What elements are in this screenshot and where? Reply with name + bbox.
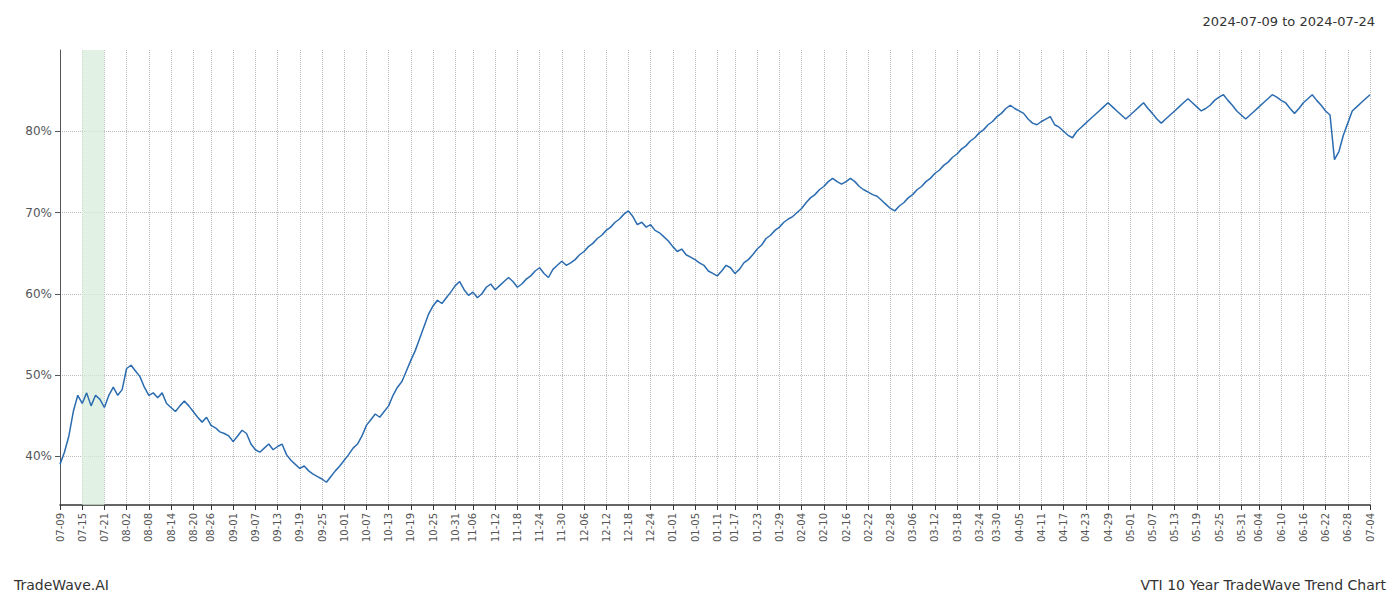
svg-text:05-19: 05-19 (1191, 513, 1202, 542)
svg-text:04-23: 04-23 (1080, 513, 1091, 542)
svg-text:10-25: 10-25 (428, 513, 439, 542)
svg-text:07-21: 07-21 (99, 513, 110, 542)
svg-text:03-24: 03-24 (974, 513, 985, 542)
svg-text:09-01: 09-01 (228, 513, 239, 542)
svg-text:06-28: 06-28 (1342, 513, 1353, 542)
svg-text:10-07: 10-07 (361, 513, 372, 542)
svg-text:03-18: 03-18 (952, 513, 963, 542)
svg-text:02-04: 02-04 (796, 513, 807, 542)
svg-text:04-29: 04-29 (1103, 513, 1114, 542)
svg-text:08-02: 08-02 (121, 513, 132, 542)
svg-text:04-17: 04-17 (1058, 513, 1069, 542)
svg-text:07-09: 07-09 (55, 513, 66, 542)
svg-text:07-04: 07-04 (1365, 513, 1376, 542)
svg-text:06-16: 06-16 (1298, 513, 1309, 542)
svg-text:03-30: 03-30 (991, 513, 1002, 542)
svg-text:02-22: 02-22 (863, 513, 874, 542)
svg-text:11-18: 11-18 (512, 513, 523, 542)
svg-text:01-23: 01-23 (752, 513, 763, 542)
svg-text:11-06: 11-06 (467, 513, 478, 542)
svg-text:60%: 60% (25, 287, 52, 301)
svg-text:05-31: 05-31 (1236, 513, 1247, 542)
svg-text:06-10: 06-10 (1276, 513, 1287, 542)
svg-text:06-22: 06-22 (1320, 513, 1331, 542)
svg-text:TradeWave.AI: TradeWave.AI (13, 577, 109, 593)
svg-text:01-11: 01-11 (712, 513, 723, 542)
svg-text:07-15: 07-15 (77, 513, 88, 542)
svg-text:70%: 70% (25, 206, 52, 220)
svg-text:40%: 40% (25, 449, 52, 463)
svg-text:05-07: 05-07 (1147, 513, 1158, 542)
svg-text:10-31: 10-31 (450, 513, 461, 542)
svg-text:VTI 10 Year TradeWave Trend Ch: VTI 10 Year TradeWave Trend Chart (1140, 577, 1386, 593)
svg-text:03-06: 03-06 (907, 513, 918, 542)
svg-text:03-12: 03-12 (929, 513, 940, 542)
svg-text:01-01: 01-01 (667, 513, 678, 542)
svg-text:02-28: 02-28 (885, 513, 896, 542)
svg-text:11-24: 11-24 (534, 513, 545, 542)
svg-text:12-06: 12-06 (579, 513, 590, 542)
svg-text:08-20: 08-20 (188, 513, 199, 542)
svg-text:10-01: 10-01 (339, 513, 350, 542)
svg-text:04-11: 04-11 (1036, 513, 1047, 542)
svg-text:12-18: 12-18 (623, 513, 634, 542)
svg-text:05-25: 05-25 (1214, 513, 1225, 542)
svg-text:01-05: 01-05 (690, 513, 701, 542)
svg-text:2024-07-09 to 2024-07-24: 2024-07-09 to 2024-07-24 (1203, 14, 1375, 29)
svg-text:02-16: 02-16 (841, 513, 852, 542)
svg-text:11-12: 11-12 (490, 513, 501, 542)
svg-text:02-10: 02-10 (818, 513, 829, 542)
svg-text:10-13: 10-13 (383, 513, 394, 542)
svg-text:09-07: 09-07 (250, 513, 261, 542)
svg-text:12-12: 12-12 (601, 513, 612, 542)
svg-text:08-26: 08-26 (205, 513, 216, 542)
svg-text:80%: 80% (25, 124, 52, 138)
svg-text:12-24: 12-24 (645, 513, 656, 542)
svg-text:04-05: 04-05 (1014, 513, 1025, 542)
svg-text:09-13: 09-13 (272, 513, 283, 542)
svg-text:10-19: 10-19 (405, 513, 416, 542)
svg-text:50%: 50% (25, 368, 52, 382)
svg-text:01-17: 01-17 (729, 513, 740, 542)
svg-text:06-04: 06-04 (1253, 513, 1264, 542)
svg-text:11-30: 11-30 (556, 513, 567, 542)
svg-text:05-01: 05-01 (1125, 513, 1136, 542)
svg-text:05-13: 05-13 (1169, 513, 1180, 542)
svg-text:09-19: 09-19 (294, 513, 305, 542)
svg-text:01-29: 01-29 (774, 513, 785, 542)
svg-text:08-14: 08-14 (166, 513, 177, 542)
svg-text:08-08: 08-08 (143, 513, 154, 542)
svg-text:09-25: 09-25 (317, 513, 328, 542)
